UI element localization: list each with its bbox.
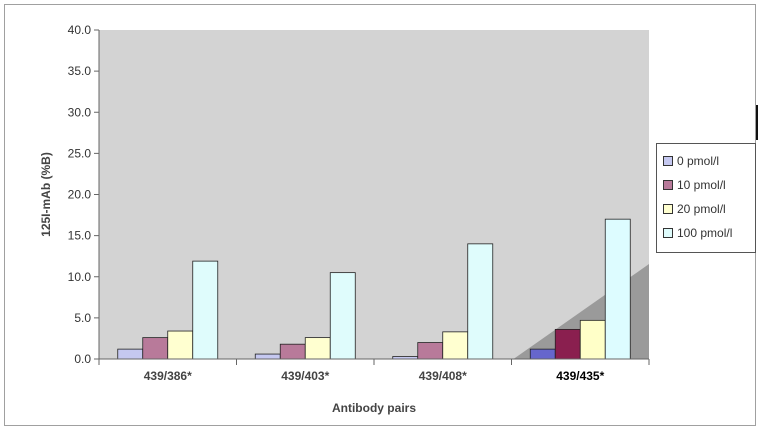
bar-100-pmol-l-3: [604, 218, 631, 360]
legend-label: 10 pmol/l: [677, 178, 726, 192]
y-axis-title: 125I-mAb (%B): [39, 152, 53, 237]
y-tick-label: 40.0: [68, 23, 92, 37]
chart-legend: 0 pmol/l 10 pmol/l 20 pmol/l 100 pmol/l: [656, 143, 756, 253]
legend-item: 20 pmol/l: [663, 197, 755, 221]
legend-swatch: [663, 156, 673, 166]
y-tick-label: 5.0: [74, 311, 91, 325]
plot-area: [99, 30, 649, 359]
bar-0-pmol-l-1: [254, 353, 281, 360]
bar-20-pmol-l-0: [167, 330, 194, 360]
bar-100-pmol-l-0: [192, 260, 219, 360]
bar-10-pmol-l-3: [554, 328, 581, 360]
bar-10-pmol-l-1: [279, 343, 306, 360]
bar-100-pmol-l-2: [467, 243, 494, 360]
x-axis-title: Antibody pairs: [332, 401, 416, 415]
x-category-label: 439/408*: [419, 369, 467, 383]
legend-item: 10 pmol/l: [663, 173, 755, 197]
y-tick-label: 25.0: [68, 146, 92, 160]
bar-20-pmol-l-3: [579, 319, 606, 360]
bar-100-pmol-l-1: [329, 272, 356, 360]
x-category-label: 439/435*: [556, 369, 604, 383]
legend-swatch: [663, 204, 673, 214]
legend-label: 0 pmol/l: [677, 154, 720, 168]
frame-edge-mark: [756, 105, 758, 140]
legend-label: 100 pmol/l: [677, 226, 733, 240]
y-tick-label: 35.0: [68, 64, 92, 78]
bar-10-pmol-l-0: [142, 337, 169, 360]
y-tick-label: 20.0: [68, 188, 92, 202]
bar-0-pmol-l-0: [117, 348, 144, 360]
bar-10-pmol-l-2: [417, 342, 444, 360]
y-tick-label: 15.0: [68, 229, 92, 243]
legend-item: 0 pmol/l: [663, 149, 755, 173]
legend-swatch: [663, 228, 673, 238]
legend-swatch: [663, 180, 673, 190]
bar-20-pmol-l-2: [442, 331, 469, 360]
bar-20-pmol-l-1: [304, 337, 331, 360]
legend-item: 100 pmol/l: [663, 221, 755, 245]
y-tick-label: 10.0: [68, 270, 92, 284]
bar-0-pmol-l-3: [529, 348, 556, 360]
x-category-label: 439/403*: [281, 369, 329, 383]
x-category-label: 439/386*: [144, 369, 192, 383]
y-tick-label: 30.0: [68, 105, 92, 119]
y-tick-label: 0.0: [74, 352, 91, 366]
legend-label: 20 pmol/l: [677, 202, 726, 216]
